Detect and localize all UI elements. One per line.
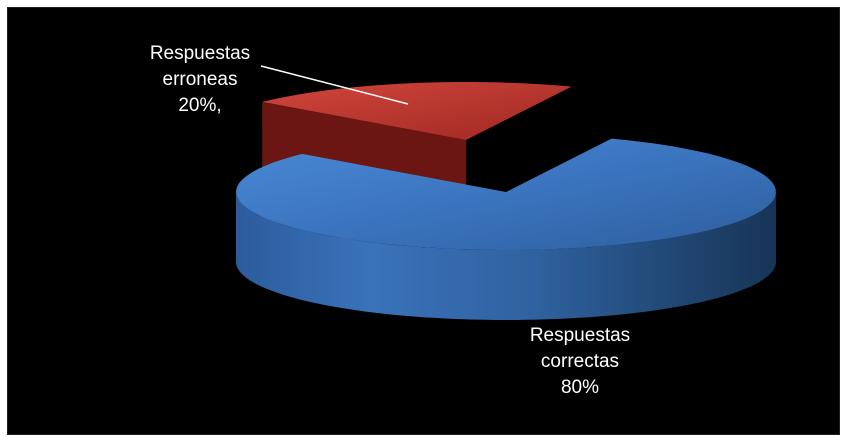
label-erroneas-line2: erroneas (162, 69, 238, 90)
leader-line-erroneas (260, 65, 409, 105)
label-erroneas-value: 20%, (178, 95, 222, 116)
pie-slice-erroneas (262, 82, 572, 140)
chart-area: Respuestas erroneas 20%, Respuestas corr… (7, 7, 840, 435)
label-correctas-line2: correctas (540, 351, 620, 372)
label-erroneas-line1: Respuestas (149, 43, 251, 64)
label-correctas-value: 80% (560, 377, 600, 398)
data-label-correctas: Respuestas correctas 80% (494, 323, 666, 401)
data-label-erroneas: Respuestas erroneas 20%, (126, 41, 274, 119)
label-correctas-line1: Respuestas (529, 325, 631, 346)
pie-chart (236, 65, 776, 320)
pie-slice-correctas-side (236, 192, 776, 320)
pie-slice-correctas (236, 138, 776, 250)
